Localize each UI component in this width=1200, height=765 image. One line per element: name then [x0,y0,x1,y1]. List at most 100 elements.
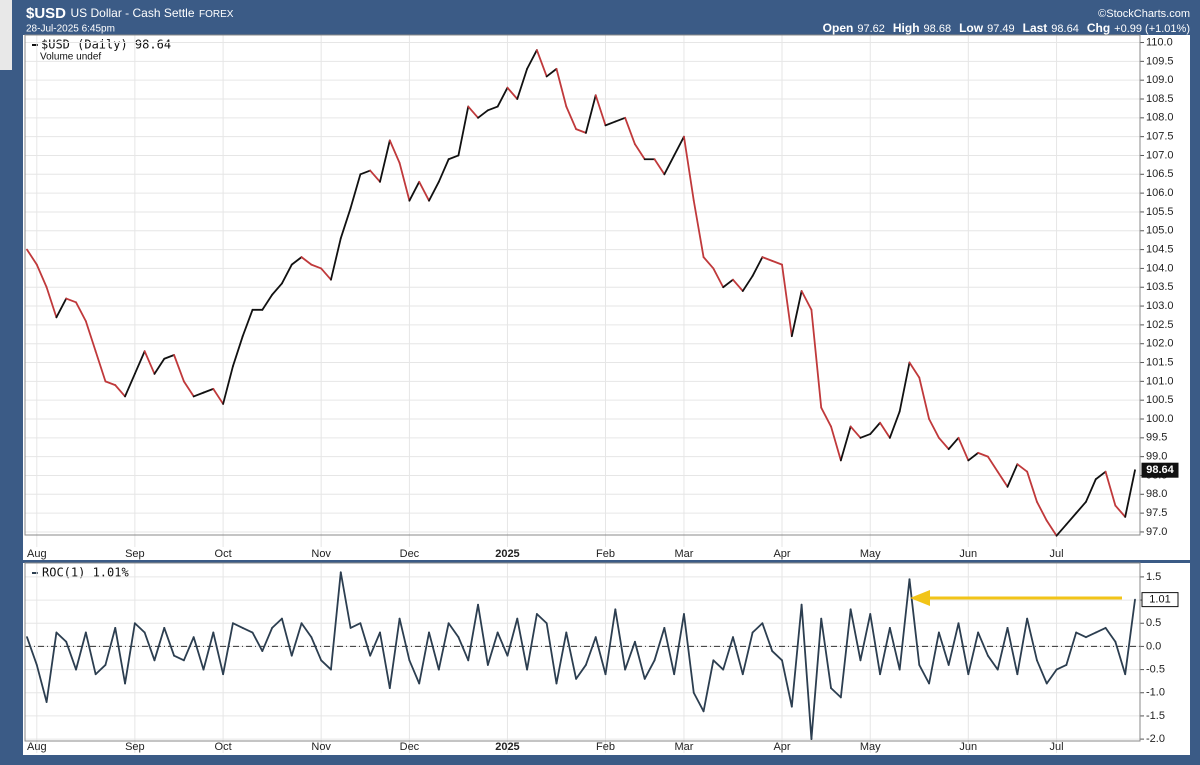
line-segment [1006,463,1019,488]
line-segment [222,365,234,405]
x-tick-label: Apr [773,548,790,560]
line-segment [1075,631,1087,639]
y-tick-label: -2.0 [1146,733,1165,745]
line-segment [173,654,185,662]
line-segment [192,391,205,398]
y-tick-label: 98.0 [1146,488,1167,500]
line-segment [477,109,489,119]
line-segment [281,617,293,657]
line-segment [565,631,577,680]
line-segment [692,691,705,713]
line-segment [418,631,430,685]
line-segment [1124,469,1136,518]
quote-label: Open [823,21,854,35]
line-segment [467,603,479,662]
side-strip [0,0,12,70]
y-tick-label: 0.0 [1146,640,1161,652]
line-segment [712,267,725,289]
y-tick-label: 103.5 [1146,281,1174,293]
line-segment [585,94,597,134]
x-tick-label: Sep [125,741,145,753]
x-tick-label: Aug [27,548,47,560]
line-segment [300,256,313,266]
line-segment [457,105,470,157]
line-segment [987,654,999,671]
line-segment [65,297,77,304]
line-segment [143,350,156,375]
line-segment [163,626,175,657]
x-tick-label: May [860,548,881,560]
line-segment [251,631,264,652]
y-tick-label: -1.5 [1146,710,1165,722]
line-segment [241,308,254,338]
line-segment [104,380,117,387]
x-tick-label: Aug [27,741,47,753]
line-segment [800,603,813,740]
y-tick-label: 107.5 [1146,131,1174,143]
last-value-label: 98.64 [1146,464,1174,476]
line-segment [222,622,234,676]
line-segment [1124,598,1136,676]
line-segment [614,116,627,123]
line-segment [133,350,146,375]
y-tick-label: 97.0 [1146,526,1167,538]
line-segment [535,613,548,625]
line-segment [839,425,852,462]
line-segment [879,421,891,439]
x-tick-label: Apr [773,741,790,753]
line-segment [526,613,538,671]
line-segment [486,105,499,112]
line-segment [977,451,989,458]
quote-label: Low [959,21,984,35]
line-segment [565,105,577,131]
line-segment [918,664,930,685]
line-segment [545,67,558,78]
line-segment [388,139,401,164]
line-segment [928,631,940,685]
line-segment [94,664,107,676]
line-segment [702,659,715,713]
line-segment [290,622,303,657]
line-segment [732,278,744,292]
line-segment [535,49,548,78]
line-segment [212,631,225,676]
line-segment [496,631,509,657]
x-tick-label: Feb [596,548,615,560]
y-tick-label: 104.0 [1146,262,1174,274]
line-segment [614,608,627,671]
line-segment [45,631,58,703]
quote-label: Chg [1087,21,1110,35]
line-segment [771,650,783,662]
y-tick-label: 104.5 [1146,243,1174,255]
line-segment [271,282,283,296]
line-segment [1016,617,1029,676]
y-tick-label: 100.0 [1146,413,1174,425]
roc-legend: ROC(1) 1.01% [42,566,129,580]
line-segment [692,199,705,259]
y-tick-label: 97.5 [1146,507,1167,519]
line-segment [330,571,342,671]
line-segment [447,154,460,161]
line-segment [408,180,421,202]
line-segment [918,376,930,420]
line-segment [761,256,774,262]
y-tick-label: 110.0 [1146,36,1173,48]
line-segment [1055,523,1068,537]
line-segment [683,613,695,694]
x-tick-label: 2025 [495,741,519,753]
line-segment [849,425,862,439]
line-segment [408,659,421,685]
line-segment [26,636,38,666]
line-segment [526,49,538,70]
line-segment [653,626,666,662]
line-segment [339,571,352,629]
y-tick-label: 99.0 [1146,451,1167,463]
quote-line: Open 97.62 High 98.68 Low 97.49 Last 98.64 Chg +0… [823,21,1190,35]
line-segment [232,622,244,629]
line-segment [202,631,215,671]
line-segment [447,622,460,639]
line-segment [114,384,126,398]
line-segment [232,335,244,368]
x-tick-label: 2025 [495,548,519,560]
sublegend: Volume undef [40,52,101,63]
